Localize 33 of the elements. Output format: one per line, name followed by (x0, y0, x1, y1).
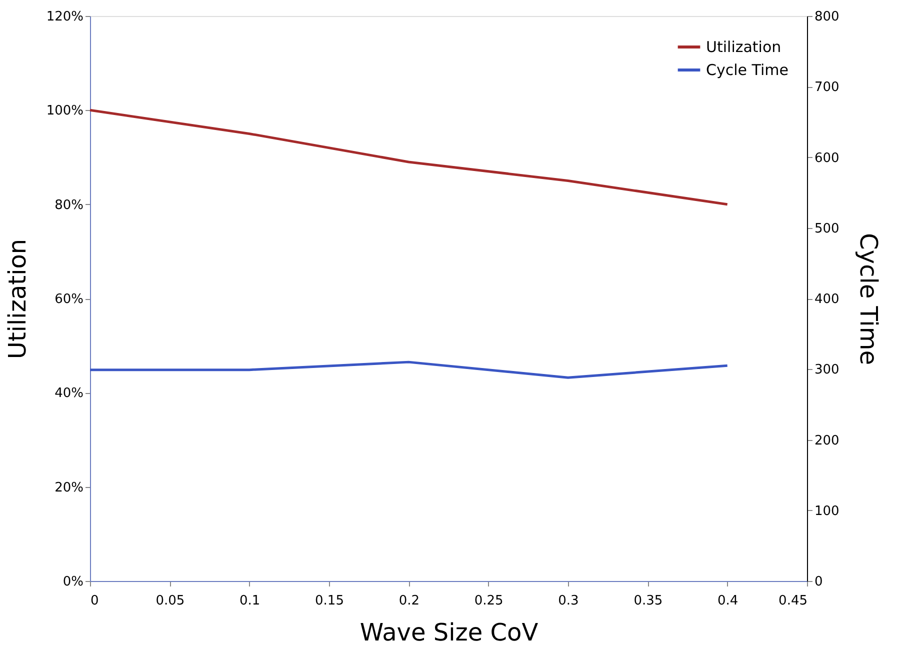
line-series (88, 108, 729, 206)
line-series (88, 360, 729, 379)
y-tick-label: 40% (54, 386, 84, 402)
y-axis-title: Utilization (3, 238, 32, 360)
y2-axis-title: Cycle Time (854, 233, 882, 365)
x-tick-label: 0.05 (156, 594, 185, 608)
x-tick-label: 0.1 (239, 594, 260, 608)
y2-tick-label: 800 (814, 10, 840, 24)
y2-tick-label: 600 (814, 150, 840, 166)
x-tick-label: 0.35 (634, 594, 663, 608)
y2-tick-label: 200 (814, 433, 840, 448)
y-tick-label: 20% (54, 480, 84, 496)
x-tick-label: 0.15 (315, 594, 344, 608)
legend-label: Utilization (706, 38, 782, 56)
y2-tick-label: 300 (814, 362, 840, 378)
y2-tick-label: 700 (814, 80, 840, 96)
y2-tick-label: 0 (814, 574, 823, 590)
x-axis-title: Wave Size CoV (360, 618, 539, 646)
x-tick-label: 0.4 (717, 594, 738, 608)
x-tick-label: 0.2 (398, 594, 420, 608)
y2-tick-label: 100 (814, 504, 840, 519)
y-tick-label: 80% (54, 198, 84, 213)
legend-label: Cycle Time (706, 61, 788, 79)
y2-tick-label: 500 (814, 221, 840, 236)
x-tick-label: 0.25 (474, 594, 504, 608)
x-tick-label: 0 (90, 594, 99, 608)
x-tick-label: 0.3 (558, 594, 579, 608)
x-tick-label: 0.45 (778, 594, 808, 608)
y2-tick-label: 400 (814, 292, 840, 307)
y-tick-label: 60% (54, 292, 84, 307)
y-tick-label: 100% (46, 104, 84, 119)
y-tick-label: 0% (62, 574, 84, 590)
y-tick-label: 120% (46, 10, 84, 24)
